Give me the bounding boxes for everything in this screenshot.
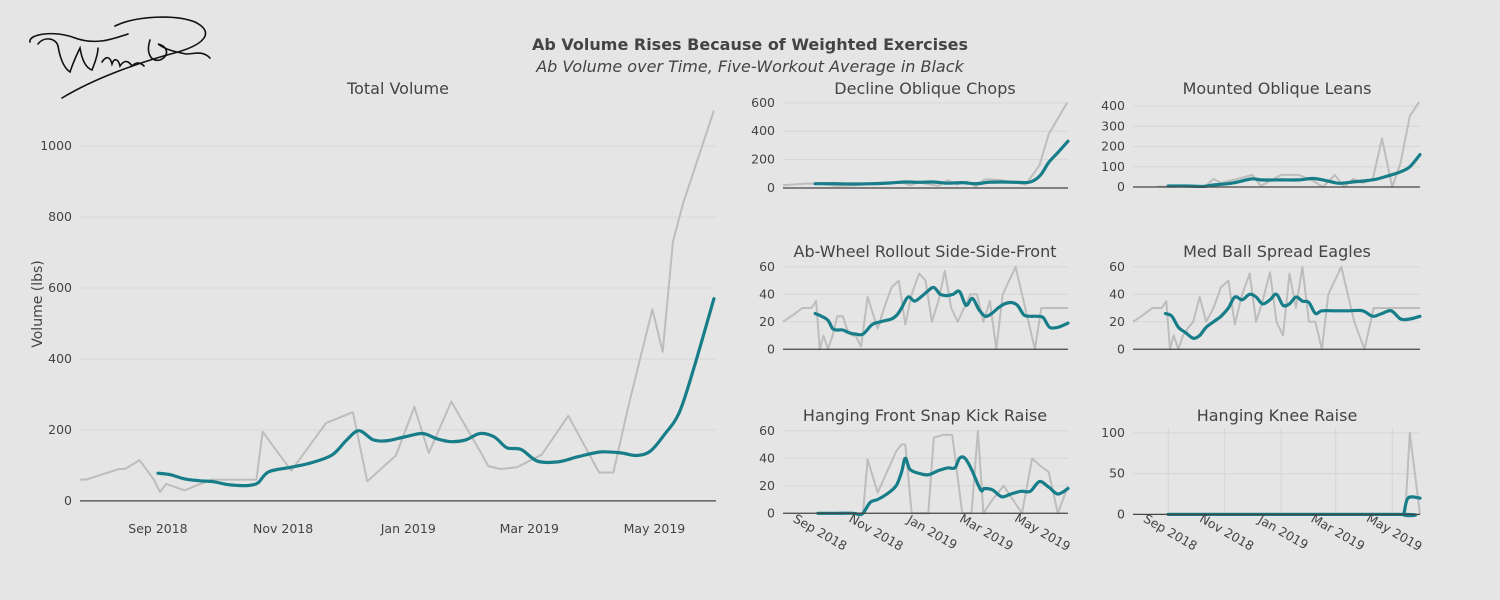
y-tick-label: 0: [1117, 179, 1125, 194]
panel-title: Ab-Wheel Rollout Side-Side-Front: [794, 242, 1057, 261]
panel-med_ball_spread_eagles: 0 20 40 60 Med Ball Spread Eagles: [1109, 242, 1422, 356]
panel-decline_oblique_chops: 0 200 400 600 Decline Oblique Chops: [751, 79, 1070, 195]
y-tick-label: 0: [767, 341, 775, 356]
series-raw-line: [782, 265, 1068, 351]
x-tick-label: Jan 2019: [380, 521, 436, 536]
panel-title: Hanging Front Snap Kick Raise: [803, 406, 1047, 425]
y-tick-label: 50: [1109, 466, 1125, 481]
series-raw-line: [817, 429, 1069, 515]
y-tick-label: 300: [1101, 118, 1125, 133]
panel-title: Mounted Oblique Leans: [1183, 79, 1372, 98]
y-tick-label: 60: [759, 423, 775, 438]
panel-total: 0 200 400 600 800 1000 Sep 2018 Nov 2018 Jan 201…: [30, 79, 716, 536]
y-tick-label: 600: [751, 95, 775, 110]
y-tick-label: 400: [48, 351, 72, 366]
y-tick-label: 600: [48, 280, 72, 295]
y-tick-label: 800: [48, 209, 72, 224]
y-tick-label: 20: [759, 478, 775, 493]
panel-title: Decline Oblique Chops: [834, 79, 1015, 98]
panel-ab_wheel_rollout: 0 20 40 60 Ab-Wheel Rollout Side-Side-Front: [759, 242, 1070, 356]
y-tick-label: 400: [751, 123, 775, 138]
x-tick-label: Sep 2018: [128, 521, 187, 536]
figure-subtitle: Ab Volume over Time, Five-Workout Averag…: [535, 57, 964, 76]
y-tick-label: 1000: [40, 138, 72, 153]
series-average-line: [816, 455, 1070, 517]
panel-mounted_oblique_leans: 0 100 200 300 400 Mounted Oblique Leans: [1101, 79, 1422, 194]
y-tick-label: 0: [64, 493, 72, 508]
y-tick-label: 20: [759, 314, 775, 329]
y-tick-label: 100: [1101, 425, 1125, 440]
y-tick-label: 200: [751, 152, 775, 167]
series-average-line: [156, 297, 716, 488]
y-tick-label: 200: [48, 422, 72, 437]
y-tick-label: 0: [1117, 506, 1125, 521]
panel-title: Hanging Knee Raise: [1197, 406, 1358, 425]
signature-logo: [29, 16, 211, 99]
figure-title: Ab Volume Rises Because of Weighted Exer…: [532, 35, 968, 54]
series-average-line: [1163, 292, 1422, 340]
y-tick-label: 400: [1101, 98, 1125, 113]
y-tick-label: 20: [1109, 314, 1125, 329]
series-average-line: [813, 139, 1070, 186]
y-tick-label: 0: [1117, 341, 1125, 356]
series-raw-line: [1157, 101, 1420, 188]
y-tick-label: 200: [1101, 139, 1125, 154]
series-raw-line: [80, 110, 715, 493]
series-average-line: [813, 285, 1070, 337]
series-average-line: [1166, 153, 1422, 189]
x-tick-label: Nov 2018: [253, 521, 313, 536]
y-tick-label: 100: [1101, 159, 1125, 174]
panel-title: Med Ball Spread Eagles: [1183, 242, 1371, 261]
x-tick-label: May 2019: [624, 521, 686, 536]
y-axis-label: Volume (lbs): [30, 260, 46, 348]
y-tick-label: 0: [767, 180, 775, 195]
series-raw-line: [1132, 265, 1420, 351]
y-tick-label: 60: [1109, 259, 1125, 274]
y-tick-label: 40: [759, 450, 775, 465]
x-tick-label: Mar 2019: [500, 521, 559, 536]
y-tick-label: 40: [1109, 286, 1125, 301]
y-tick-label: 60: [759, 259, 775, 274]
y-tick-label: 0: [767, 505, 775, 520]
panel-title: Total Volume: [346, 79, 449, 98]
y-tick-label: 40: [759, 286, 775, 301]
